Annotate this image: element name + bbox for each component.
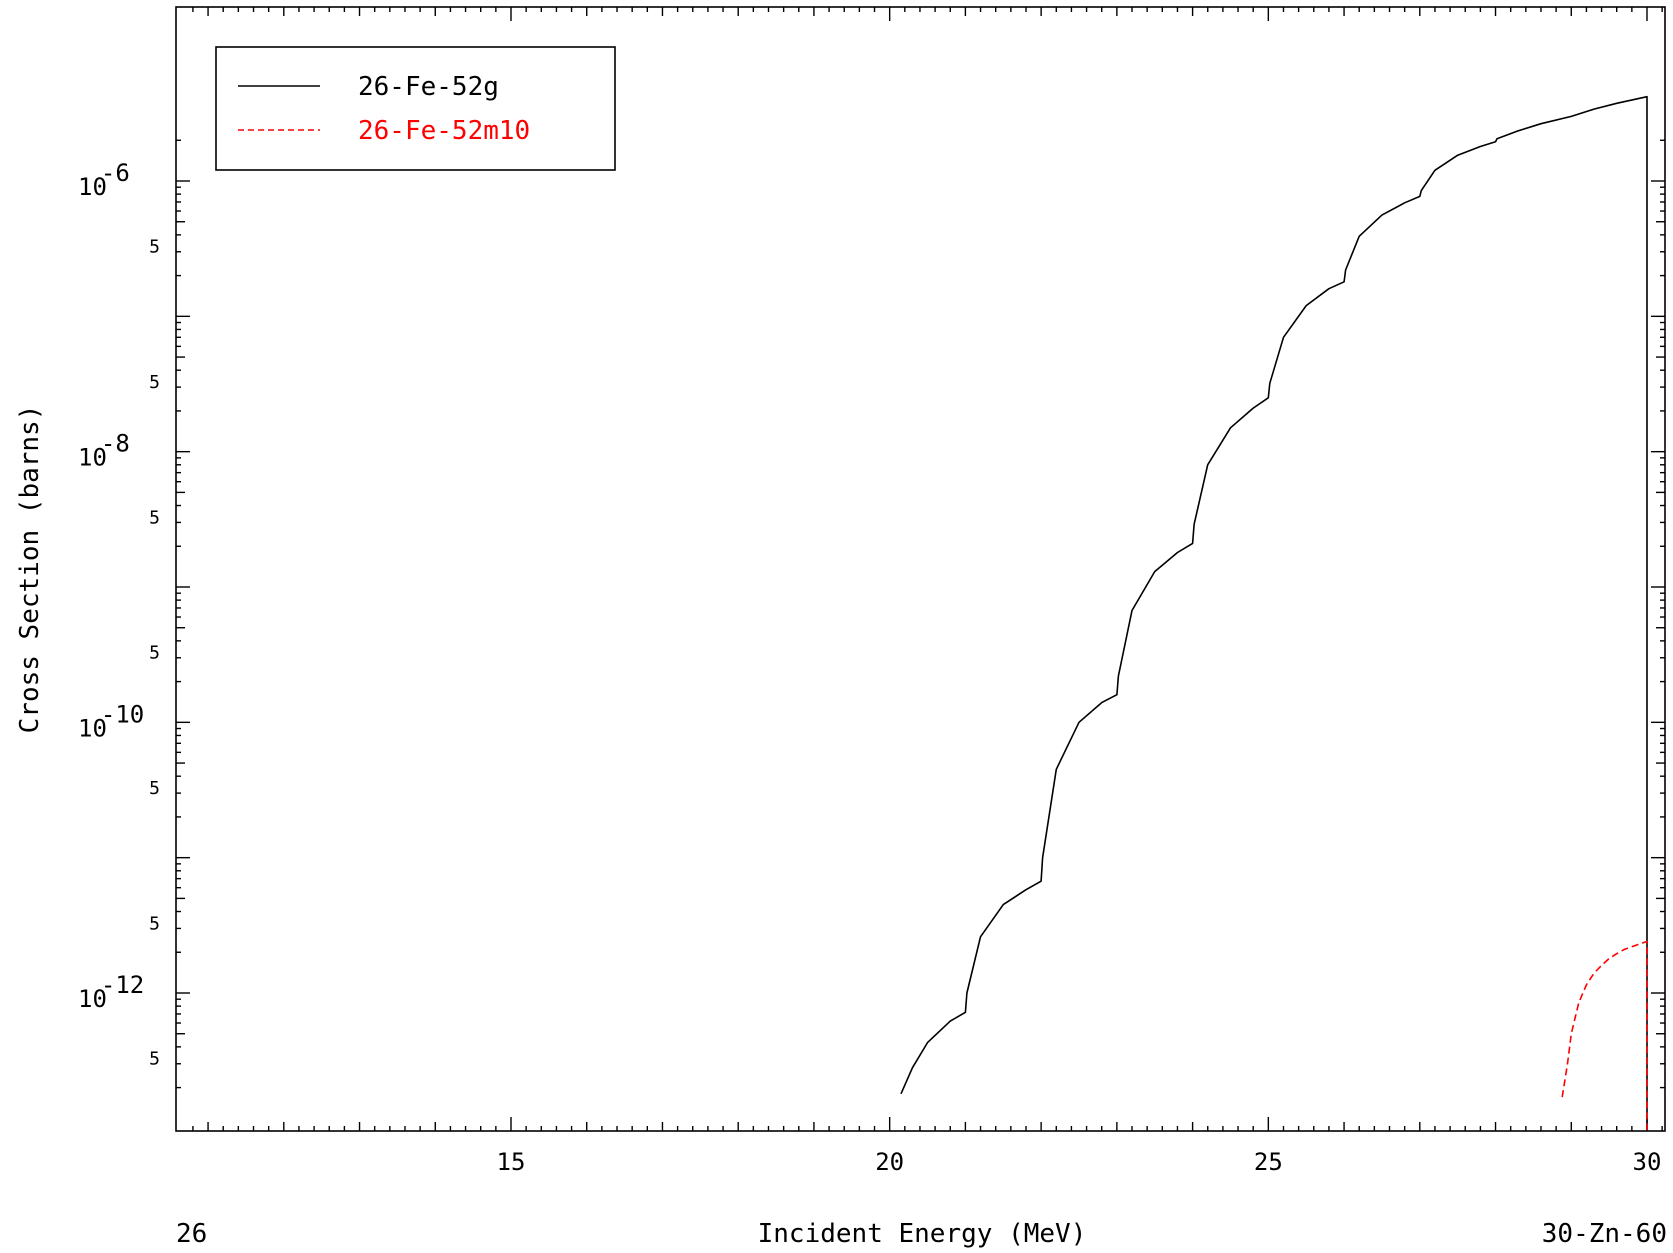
y-tick-labels: 5 5 5 5 5 5 5 10-6 10-8 10-10 10-12 — [78, 159, 160, 1070]
legend-box — [215, 46, 616, 171]
y-major-tick-label: 10-8 — [78, 430, 130, 472]
legend: 26-Fe-52g 26-Fe-52m10 — [215, 46, 616, 171]
x-tick-label: 15 — [497, 1148, 526, 1176]
y-minor-tick-label: 5 — [149, 643, 160, 664]
legend-label-fe52m10: 26-Fe-52m10 — [358, 116, 530, 146]
major-ticks — [176, 7, 1665, 1131]
y-major-tick-label: 10-10 — [78, 700, 144, 742]
y-minor-tick-label: 5 — [149, 913, 160, 934]
series-line-fe52m10 — [1561, 940, 1648, 1131]
legend-label-fe52g: 26-Fe-52g — [358, 72, 499, 102]
footer-left-label: 26 — [176, 1219, 207, 1249]
x-tick-label: 20 — [875, 1148, 904, 1176]
y-minor-tick-label: 5 — [149, 1049, 160, 1070]
x-tick-label: 25 — [1254, 1148, 1283, 1176]
y-minor-tick-label: 5 — [149, 507, 160, 528]
y-minor-tick-label: 5 — [149, 778, 160, 799]
footer-right-label: 30-Zn-60 — [1542, 1219, 1667, 1249]
y-major-tick-label: 10-6 — [78, 159, 130, 201]
series-line-fe52g — [900, 95, 1648, 1131]
y-minor-tick-label: 5 — [149, 237, 160, 258]
x-tick-label: 30 — [1633, 1148, 1662, 1176]
y-axis-title: Cross Section (barns) — [15, 405, 45, 734]
y-major-tick-label: 10-12 — [78, 971, 144, 1013]
x-axis-title: Incident Energy (MeV) — [758, 1219, 1087, 1249]
y-minor-tick-label: 5 — [149, 372, 160, 393]
series-layer — [900, 95, 1648, 1131]
x-tick-labels: 15 20 25 30 — [497, 1148, 1662, 1176]
plot-frame — [175, 6, 1666, 1132]
minor-ticks — [176, 7, 1665, 1131]
